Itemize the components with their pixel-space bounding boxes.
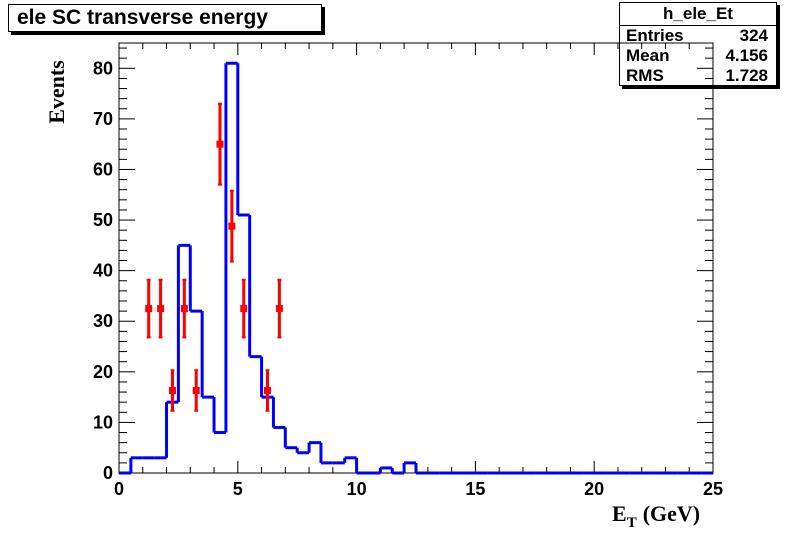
error-bar-point <box>228 189 236 263</box>
data-marker <box>168 387 176 395</box>
stats-value: 1.728 <box>725 66 768 85</box>
stats-row-mean: Mean 4.156 <box>620 46 776 66</box>
y-tick-label: 0 <box>103 463 113 483</box>
data-marker <box>216 140 224 148</box>
error-bar-point <box>157 278 165 339</box>
x-axis-label-subscript: T <box>627 515 637 531</box>
error-bar-point <box>192 369 200 412</box>
error-bar-point <box>145 278 153 339</box>
data-marker <box>180 305 188 313</box>
x-tick-label: 20 <box>584 479 604 499</box>
y-tick-label: 10 <box>93 412 113 432</box>
error-bar-point <box>168 369 176 412</box>
y-tick-label: 40 <box>93 261 113 281</box>
data-marker <box>240 305 248 313</box>
y-axis-label: Events <box>44 60 69 124</box>
stats-row-rms: RMS 1.728 <box>620 66 776 86</box>
stats-label: Mean <box>626 46 670 65</box>
error-bar-point <box>264 369 271 412</box>
x-tick-label: 5 <box>233 479 243 499</box>
data-marker <box>192 387 200 395</box>
stats-value: 324 <box>739 26 768 45</box>
y-tick-label: 50 <box>93 210 113 230</box>
stats-histogram-name: h_ele_Et <box>620 3 776 26</box>
chart-title: ele SC transverse energy <box>8 4 322 32</box>
error-bar-point <box>240 278 248 339</box>
y-tick-label: 80 <box>93 58 113 78</box>
y-tick-label: 70 <box>93 109 113 129</box>
plot-frame <box>118 42 714 474</box>
data-marker <box>275 305 283 313</box>
x-tick-label: 25 <box>703 479 723 499</box>
data-marker <box>264 387 271 395</box>
x-axis-label: ET (GeV) <box>612 501 700 531</box>
error-bar-point <box>275 278 283 339</box>
data-marker <box>157 305 165 313</box>
y-tick-label: 20 <box>93 362 113 382</box>
y-tick-label: 60 <box>93 159 113 179</box>
stats-value: 4.156 <box>725 46 768 65</box>
stats-label: RMS <box>626 66 664 85</box>
data-marker <box>145 305 153 313</box>
x-tick-label: 10 <box>347 479 367 499</box>
y-tick-label: 30 <box>93 311 113 331</box>
stats-row-entries: Entries 324 <box>620 26 776 46</box>
x-axis-label-unit: (GeV) <box>643 501 700 526</box>
data-marker <box>228 222 236 230</box>
error-bar-point <box>180 278 188 339</box>
error-bar-point <box>216 102 224 186</box>
stats-box: h_ele_Et Entries 324 Mean 4.156 RMS 1.72… <box>619 2 777 86</box>
stats-label: Entries <box>626 26 684 45</box>
x-axis-label-main: E <box>612 501 627 526</box>
x-tick-label: 15 <box>465 479 485 499</box>
x-tick-label: 0 <box>114 479 124 499</box>
